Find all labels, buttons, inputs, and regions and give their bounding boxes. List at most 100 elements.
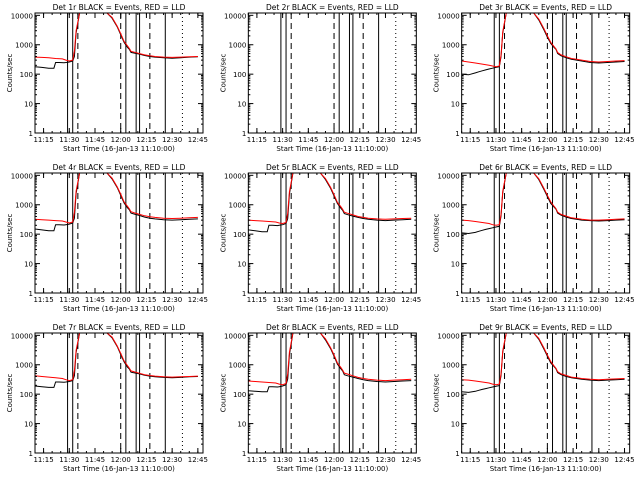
y-tick-label: 10: [237, 421, 246, 429]
x-tick-label: 11:45: [85, 136, 105, 144]
series-line-lld: [461, 333, 625, 386]
x-tick-label: 11:45: [298, 296, 318, 304]
chart-title: Det 9r BLACK = Events, RED = LLD: [479, 323, 612, 332]
y-tick-label: 100: [233, 391, 246, 399]
axes-frame: [34, 12, 204, 134]
x-tick-label: 12:15: [350, 296, 370, 304]
detector-panel-2: 1 10 100 1000 10000 11:15 11:30 11:45 12:00 12:15…: [219, 3, 421, 153]
x-axis-label: Start Time (16-Jan-13 11:10:00): [276, 465, 388, 473]
chart-title: Det 8r BLACK = Events, RED = LLD: [266, 323, 399, 332]
x-tick-label: 11:30: [486, 136, 506, 144]
chart-title: Det 1r BLACK = Events, RED = LLD: [53, 3, 186, 12]
x-axis-label: Start Time (16-Jan-13 11:10:00): [490, 145, 602, 153]
y-tick-label: 1: [29, 130, 33, 138]
x-tick-label: 11:30: [59, 456, 79, 464]
x-tick-label: 12:45: [614, 456, 634, 464]
y-tick-label: 10000: [11, 172, 33, 180]
x-tick-label: 11:45: [512, 296, 532, 304]
x-tick-label: 12:30: [162, 456, 182, 464]
x-tick-label: 12:45: [401, 456, 421, 464]
x-tick-label: 12:30: [162, 136, 182, 144]
series-line-lld: [35, 13, 198, 62]
y-tick-label: 10000: [11, 332, 33, 340]
x-tick-label: 12:00: [111, 456, 131, 464]
x-tick-label: 11:30: [273, 456, 293, 464]
x-tick-label: 11:15: [33, 296, 53, 304]
series-line-events: [35, 173, 198, 232]
x-tick-label: 12:30: [375, 136, 395, 144]
x-axis-label: Start Time (16-Jan-13 11:10:00): [276, 145, 388, 153]
axes-frame: [247, 12, 417, 134]
y-tick-label: 10000: [224, 332, 246, 340]
y-tick-label: 10: [24, 261, 33, 269]
x-tick-label: 12:15: [136, 456, 156, 464]
x-tick-label: 12:00: [111, 136, 131, 144]
y-tick-label: 10000: [437, 12, 459, 20]
y-axis-label: Counts/sec: [433, 54, 441, 93]
x-tick-label: 11:15: [247, 296, 267, 304]
detector-panel-6: 1 10 100 1000 10000 11:15 11:30 11:45 12:00 12:15…: [433, 163, 635, 313]
x-tick-label: 11:15: [460, 456, 480, 464]
y-tick-label: 10000: [224, 12, 246, 20]
y-tick-label: 1000: [15, 42, 33, 50]
series-line-events: [248, 173, 412, 233]
series-line-events: [461, 333, 625, 393]
y-axis-label: Counts/sec: [219, 374, 227, 413]
axes-frame: [247, 172, 417, 294]
x-tick-label: 12:30: [589, 136, 609, 144]
series-line-events: [35, 333, 198, 388]
x-tick-label: 11:30: [486, 456, 506, 464]
series-line-events: [248, 333, 412, 393]
y-axis-label: Counts/sec: [433, 374, 441, 413]
y-axis-label: Counts/sec: [219, 54, 227, 93]
x-tick-label: 11:45: [298, 136, 318, 144]
y-tick-label: 1000: [15, 202, 33, 210]
x-tick-label: 11:15: [247, 136, 267, 144]
y-tick-label: 100: [233, 231, 246, 239]
y-tick-label: 1: [242, 450, 246, 458]
y-tick-label: 1: [455, 450, 459, 458]
y-tick-label: 10: [24, 101, 33, 109]
x-tick-label: 12:45: [188, 296, 208, 304]
y-tick-label: 1000: [442, 42, 460, 50]
x-tick-label: 12:00: [537, 296, 557, 304]
x-tick-label: 12:30: [375, 456, 395, 464]
y-tick-label: 1000: [442, 202, 460, 210]
y-axis-label: Counts/sec: [219, 214, 227, 253]
chart-title: Det 5r BLACK = Events, RED = LLD: [266, 163, 399, 172]
x-axis-label: Start Time (16-Jan-13 11:10:00): [63, 305, 175, 313]
x-tick-label: 12:00: [324, 456, 344, 464]
axes-frame: [461, 332, 631, 454]
series-line-events: [35, 13, 198, 69]
y-tick-label: 10: [451, 101, 460, 109]
y-tick-label: 100: [446, 71, 459, 79]
series-line-lld: [461, 173, 625, 226]
y-tick-label: 1000: [229, 202, 247, 210]
detector-panel-3: 1 10 100 1000 10000 11:15 11:30 11:45 12:00 12:15…: [433, 3, 635, 153]
x-tick-label: 11:45: [512, 456, 532, 464]
x-tick-label: 12:15: [563, 136, 583, 144]
chart-title: Det 6r BLACK = Events, RED = LLD: [479, 163, 612, 172]
x-tick-label: 12:45: [401, 296, 421, 304]
y-axis-label: Counts/sec: [6, 54, 14, 93]
x-tick-label: 12:00: [324, 136, 344, 144]
axes-frame: [461, 12, 631, 134]
axes-frame: [461, 172, 631, 294]
chart-title: Det 2r BLACK = Events, RED = LLD: [266, 3, 399, 12]
detector-panel-9: 1 10 100 1000 10000 11:15 11:30 11:45 12:00 12:15…: [433, 323, 635, 473]
axes-frame: [247, 332, 417, 454]
y-axis-label: Counts/sec: [433, 214, 441, 253]
x-tick-label: 12:15: [350, 136, 370, 144]
series-line-lld: [248, 333, 412, 386]
x-tick-label: 11:30: [273, 136, 293, 144]
x-axis-label: Start Time (16-Jan-13 11:10:00): [490, 465, 602, 473]
y-tick-label: 10: [451, 421, 460, 429]
y-tick-label: 100: [20, 71, 33, 79]
y-tick-label: 1: [455, 130, 459, 138]
x-tick-label: 12:15: [136, 136, 156, 144]
y-tick-label: 1: [242, 290, 246, 298]
x-tick-label: 12:45: [614, 136, 634, 144]
x-tick-label: 11:15: [33, 456, 53, 464]
